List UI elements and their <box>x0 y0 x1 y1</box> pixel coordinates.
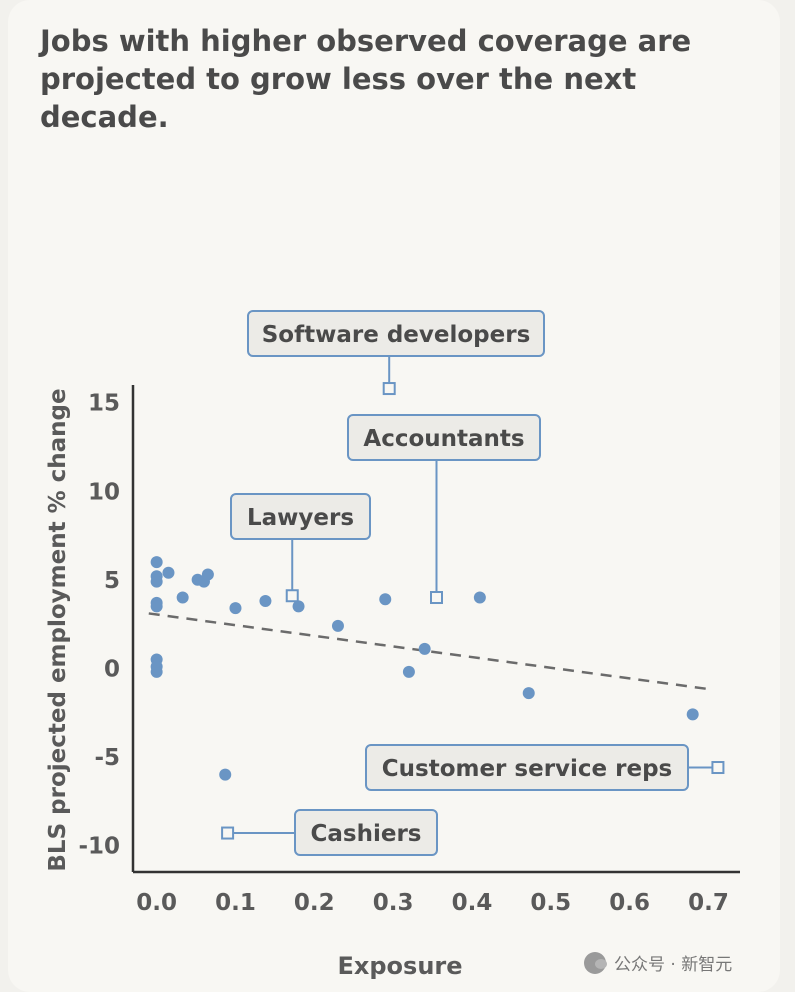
data-point <box>686 708 699 721</box>
y-tick-label: -5 <box>94 745 120 771</box>
data-point <box>150 665 163 678</box>
callout-label: Software developers <box>262 322 531 348</box>
points-layer <box>150 556 699 781</box>
y-tick-label: -10 <box>78 833 120 859</box>
callout-marker <box>221 826 235 840</box>
data-point <box>292 600 305 613</box>
x-tick-label: 0.6 <box>609 890 650 916</box>
x-tick-label: 0.5 <box>530 890 571 916</box>
callout-box <box>247 310 545 357</box>
y-tick-label: 15 <box>88 391 120 417</box>
callout-box <box>230 493 371 540</box>
trendline-layer <box>148 612 713 691</box>
callout-box <box>294 809 438 856</box>
watermark-text: 公众号 · 新智元 <box>614 955 733 975</box>
y-tick-label: 10 <box>88 479 120 505</box>
data-point <box>150 556 163 569</box>
watermark: 公众号 · 新智元 <box>584 950 732 975</box>
data-point <box>331 619 344 632</box>
callout-marker <box>711 761 725 775</box>
x-tick-label: 0.2 <box>294 890 335 916</box>
data-point <box>473 591 486 604</box>
wechat-icon <box>584 951 607 974</box>
data-point <box>418 642 431 655</box>
data-point <box>176 591 189 604</box>
x-tick-label: 0.7 <box>688 890 729 916</box>
data-point <box>402 665 415 678</box>
data-point <box>150 600 163 613</box>
data-point <box>150 575 163 588</box>
trendline <box>148 612 713 691</box>
x-tick-label: 0.4 <box>452 890 493 916</box>
x-axis-label: Exposure <box>337 952 462 980</box>
y-tick-label: 0 <box>104 656 120 682</box>
axes: 15 10 5 0 -5 -10 0.0 0.1 0.2 0.3 0.4 0.5 0.6 0.7 Expos… <box>45 385 740 980</box>
data-point <box>162 566 175 579</box>
data-point <box>259 595 272 608</box>
y-axis-label: BLS projected employment % change <box>45 388 71 871</box>
callout-marker <box>382 382 396 396</box>
x-tick-label: 0.3 <box>373 890 414 916</box>
y-tick-label: 5 <box>104 568 120 594</box>
data-point <box>229 602 242 615</box>
callout-label: Cashiers <box>311 821 422 847</box>
chart-title: Jobs with higher observed coverage are p… <box>40 24 692 134</box>
data-point <box>219 768 232 781</box>
callout-label: Accountants <box>363 426 524 452</box>
data-point <box>201 568 214 581</box>
x-tick-label: 0.1 <box>215 890 256 916</box>
callout-box <box>347 414 541 461</box>
data-point <box>522 687 535 700</box>
callout-marker <box>285 589 299 603</box>
callout-marker <box>430 591 443 605</box>
callout-label: Lawyers <box>247 505 354 531</box>
callout-box <box>365 744 689 791</box>
callout-label: Customer service reps <box>382 756 673 782</box>
x-tick-label: 0.0 <box>136 890 177 916</box>
callouts-layer: Software developers Accountants Lawyers Cus… <box>221 310 725 856</box>
data-point <box>379 593 392 606</box>
